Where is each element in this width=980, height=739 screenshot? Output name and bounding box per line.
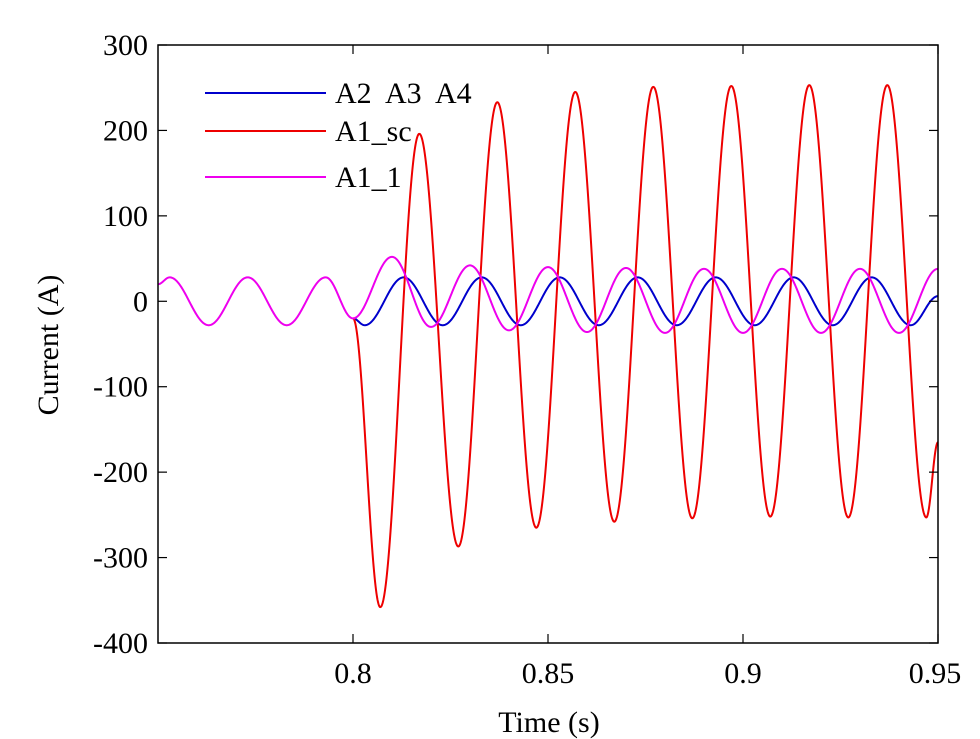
y-tick-label: 100 (103, 200, 148, 233)
y-tick-label: -300 (93, 542, 148, 575)
series-line-2 (352, 84, 939, 609)
legend-label: A1_1 (335, 161, 402, 194)
x-tick-label: 0.9 (724, 657, 762, 690)
y-tick-label: -400 (93, 627, 148, 660)
series-layer (157, 84, 939, 609)
x-tick-label: 0.95 (909, 657, 962, 690)
y-tick-label: 200 (103, 114, 148, 147)
series-line-3 (157, 255, 939, 334)
y-axis-title: Current (A) (32, 275, 65, 416)
legend: A2 A3 A4 A1_sc A1_1 (205, 77, 472, 194)
x-tick-label: 0.8 (334, 657, 372, 690)
legend-label: A2 A3 A4 (335, 77, 472, 110)
x-tick-label: 0.85 (522, 657, 575, 690)
y-tick-label: -200 (93, 456, 148, 489)
legend-label: A1_sc (335, 115, 412, 148)
y-tick-label: 300 (103, 29, 148, 62)
series-line-1 (352, 276, 939, 327)
plot-frame (157, 44, 939, 644)
y-tick-label: 0 (133, 285, 148, 318)
y-tick-label: -100 (93, 371, 148, 404)
axes-layer: 300 200 100 0 -100 -200 -300 -400 0.8 0.85 0.9 0.95 (93, 29, 961, 690)
x-axis-title: Time (s) (498, 706, 599, 739)
